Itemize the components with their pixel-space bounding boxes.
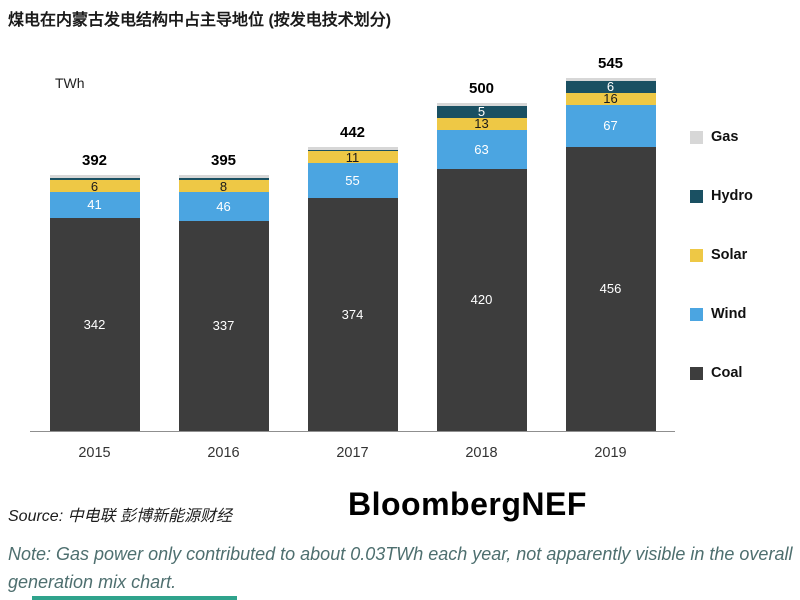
- segment-hydro-2017: [307, 150, 398, 152]
- segment-value-label: 342: [83, 316, 106, 332]
- gas-swatch-icon: [690, 130, 703, 144]
- segment-wind-2016: 46: [178, 192, 269, 221]
- hydro-swatch-icon: [690, 189, 703, 203]
- segment-coal-2017: 374: [307, 197, 398, 431]
- segment-hydro-2018: 5: [436, 104, 527, 120]
- segment-value-label: 67: [603, 118, 618, 134]
- x-axis-label-2015: 2015: [78, 445, 111, 461]
- segment-value-label: 16: [603, 91, 618, 107]
- source-label: Source:: [8, 508, 64, 525]
- legend-label-solar: Solar: [711, 247, 748, 263]
- segment-value-label: 55: [345, 173, 360, 189]
- segment-value-label: 8: [219, 178, 228, 194]
- segment-gas-2017: [307, 147, 398, 151]
- legend-label-wind: Wind: [711, 306, 747, 322]
- segment-solar-2017: 11: [307, 149, 398, 165]
- segment-coal-2019: 456: [565, 146, 656, 431]
- segment-value-label: 337: [212, 318, 235, 334]
- x-axis-label-2017: 2017: [336, 445, 369, 461]
- legend-item-wind: Wind: [690, 306, 753, 322]
- segment-hydro-2016: [178, 177, 269, 181]
- segment-value-label: 63: [474, 141, 489, 157]
- segment-gas-2018: [436, 102, 527, 106]
- source-text: 中电联 彭博新能源财经: [67, 508, 233, 525]
- plot-area: 342 41 6 392 2015 337 46 8 395 2016 374 55 11 442 2017…: [30, 54, 675, 461]
- x-axis-label-2016: 2016: [207, 445, 240, 461]
- total-label-2018: 500: [468, 79, 495, 97]
- chart-title: 煤电在内蒙古发电结构中占主导地位 (按发电技术划分): [8, 12, 392, 29]
- segment-value-label: 6: [606, 79, 615, 95]
- segment-coal-2016: 337: [178, 220, 269, 431]
- note-text: Note: Gas power only contributed to abou…: [8, 544, 793, 592]
- segment-hydro-2015: [49, 178, 140, 181]
- segment-value-label: 11: [345, 149, 360, 165]
- legend-item-coal: Coal: [690, 365, 753, 381]
- segment-gas-2016: [178, 174, 269, 178]
- wind-swatch-icon: [690, 307, 703, 321]
- segment-solar-2018: 13: [436, 116, 527, 132]
- segment-solar-2016: 8: [178, 178, 269, 194]
- segment-solar-2019: 16: [565, 91, 656, 107]
- legend: Gas Hydro Solar Wind Coal: [690, 129, 753, 425]
- legend-label-hydro: Hydro: [711, 188, 753, 204]
- segment-gas-2015: [49, 175, 140, 179]
- bottom-accent-line: [32, 596, 237, 600]
- source-line: Source: 中电联 彭博新能源财经: [8, 502, 232, 526]
- segment-solar-2015: 6: [49, 178, 140, 194]
- segment-value-label: 420: [470, 292, 493, 308]
- segment-wind-2019: 67: [565, 104, 656, 147]
- segment-gas-2019: [565, 77, 656, 81]
- legend-item-hydro: Hydro: [690, 188, 753, 204]
- segment-value-label: 374: [341, 306, 364, 322]
- segment-value-label: 41: [87, 197, 102, 213]
- legend-label-gas: Gas: [711, 129, 739, 145]
- total-label-2015: 392: [81, 152, 108, 170]
- segment-coal-2015: 342: [49, 217, 140, 431]
- solar-swatch-icon: [690, 248, 703, 262]
- segment-value-label: 46: [216, 198, 231, 214]
- legend-item-gas: Gas: [690, 129, 753, 145]
- legend-item-solar: Solar: [690, 247, 753, 263]
- total-label-2019: 545: [597, 54, 624, 72]
- bloombergnef-logo: BloombergNEF: [348, 486, 587, 522]
- segment-value-label: 456: [599, 281, 622, 297]
- segment-wind-2018: 63: [436, 129, 527, 169]
- total-label-2016: 395: [210, 151, 237, 169]
- total-label-2017: 442: [339, 124, 366, 142]
- coal-swatch-icon: [690, 366, 703, 380]
- segment-wind-2015: 41: [49, 192, 140, 218]
- segment-value-label: 6: [90, 178, 99, 194]
- segment-value-label: 13: [474, 116, 489, 132]
- segment-value-label: 5: [477, 104, 486, 120]
- x-axis-line: [30, 431, 675, 432]
- segment-coal-2018: 420: [436, 168, 527, 431]
- x-axis-label-2019: 2019: [594, 445, 627, 461]
- x-axis-label-2018: 2018: [465, 445, 498, 461]
- legend-label-coal: Coal: [711, 365, 743, 381]
- segment-wind-2017: 55: [307, 163, 398, 198]
- segment-hydro-2019: 6: [565, 79, 656, 95]
- y-axis-unit-label: TWh: [55, 75, 85, 91]
